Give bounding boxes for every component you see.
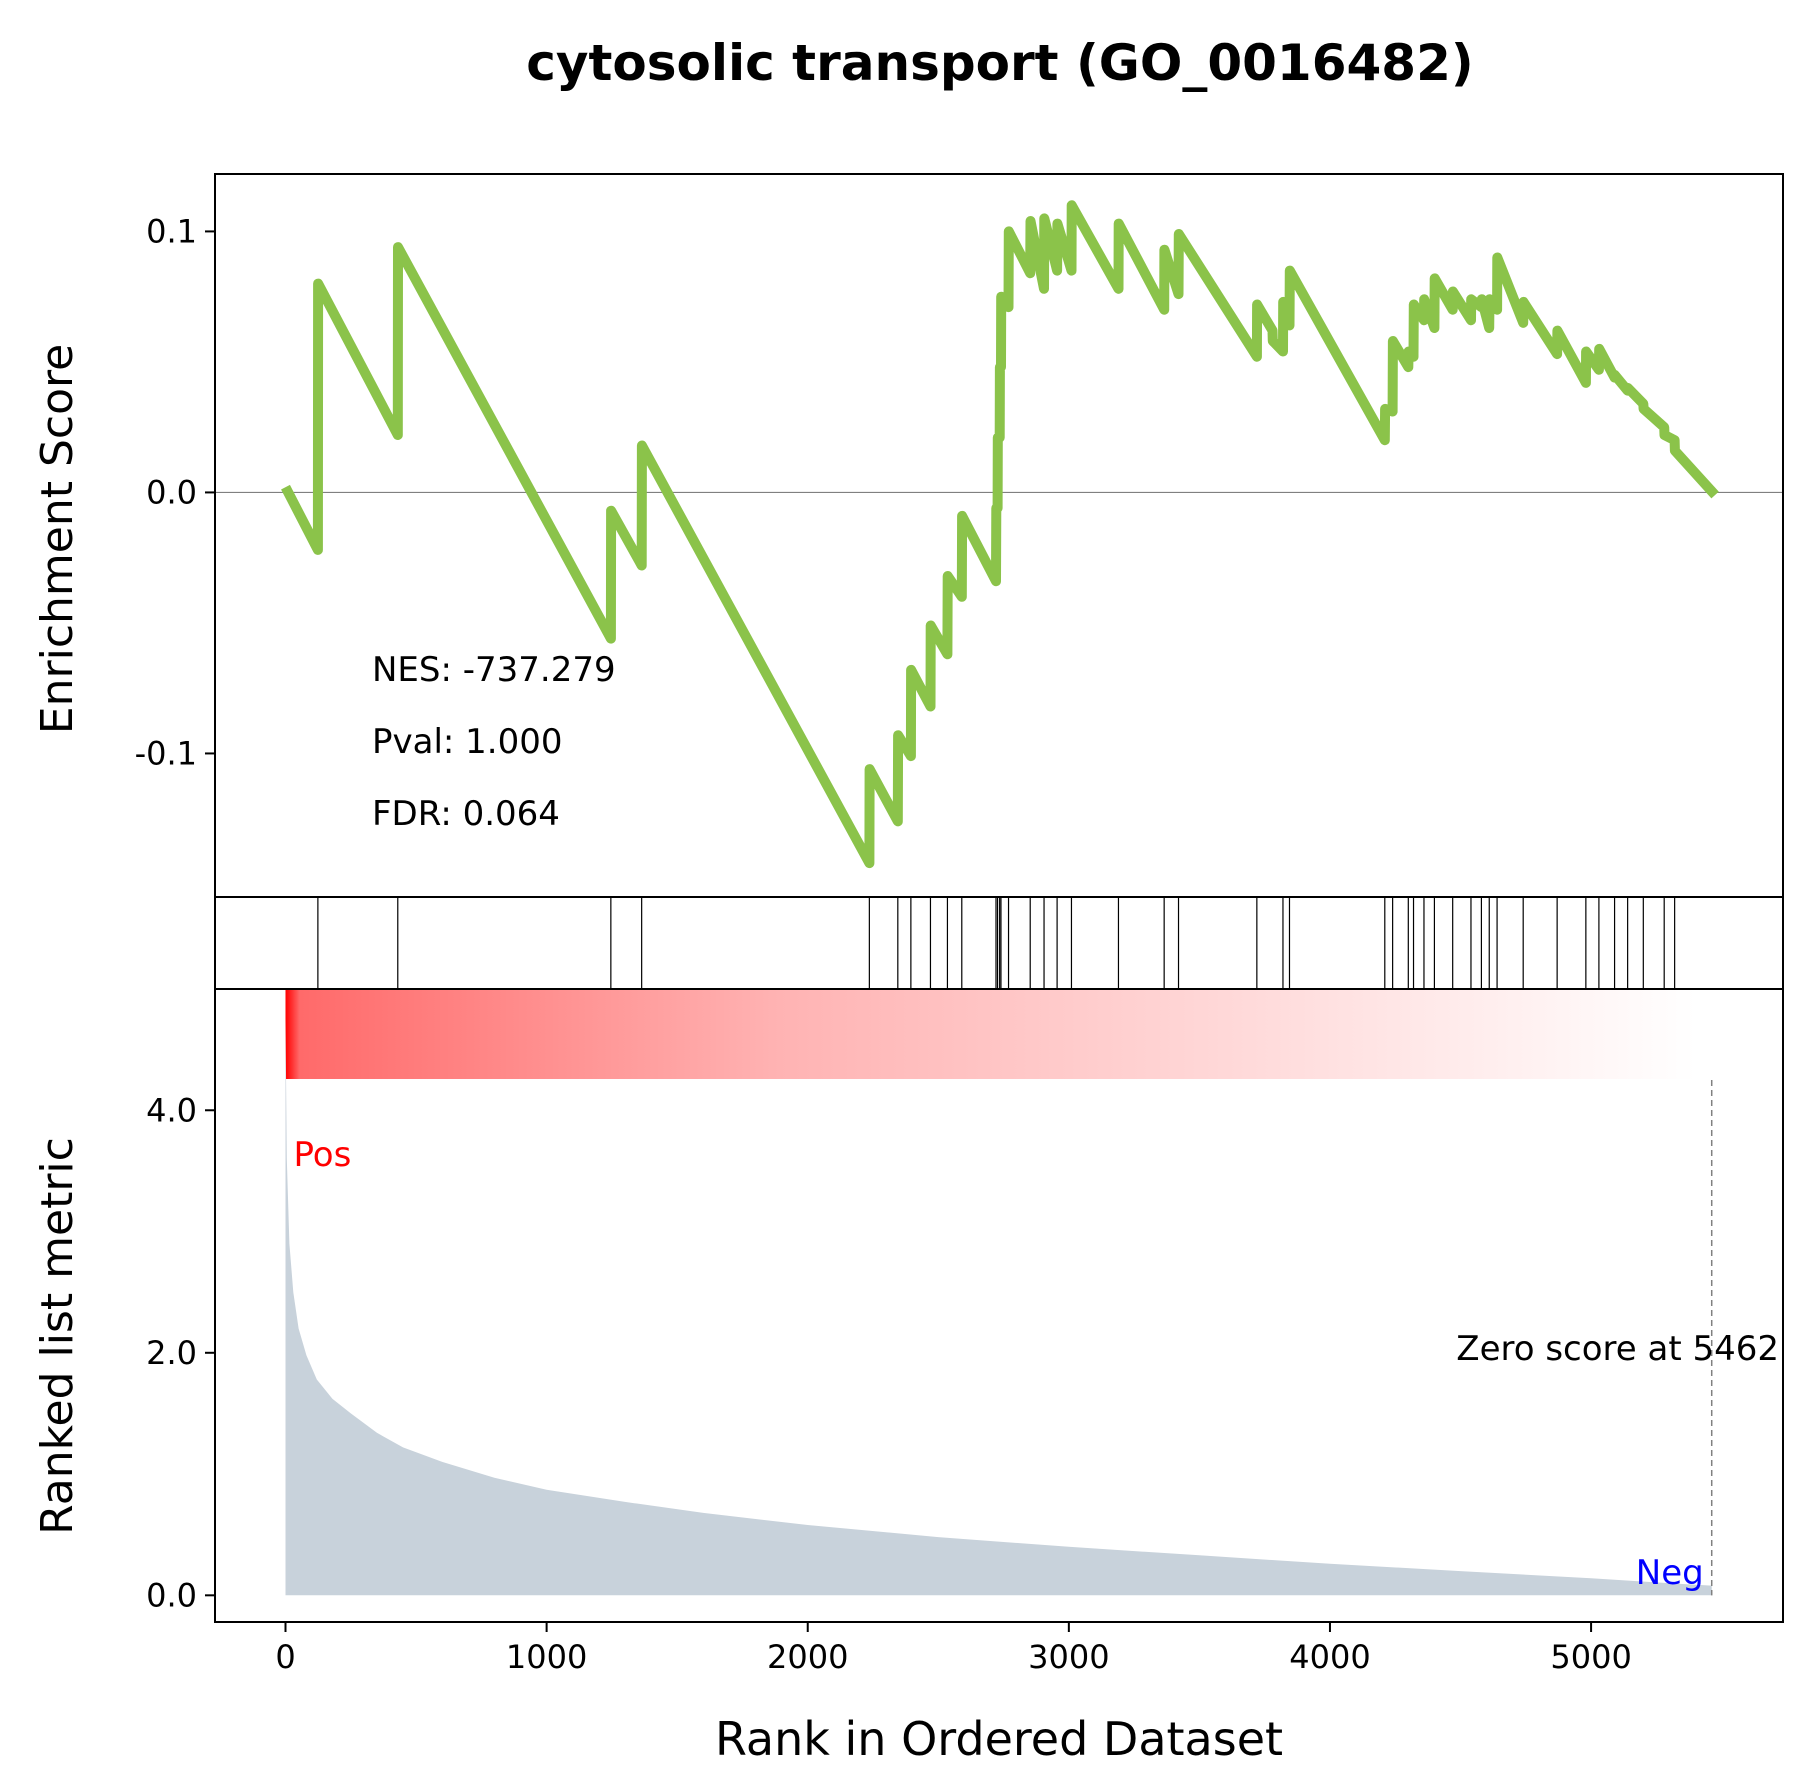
rank-y-ticks: 4.0 2.0 0.0 bbox=[146, 1091, 215, 1614]
rank-y-tick-label: 4.0 bbox=[146, 1091, 197, 1129]
enrichment-score-panel: 0.1 0.0 -0.1 NES: -737.279 Pval: 1.000 FDR… bbox=[32, 173, 1784, 898]
enrichment-score-line bbox=[281, 200, 1719, 869]
rank-y-tick-label: 2.0 bbox=[146, 1334, 197, 1372]
neg-label: Neg bbox=[1636, 1553, 1704, 1593]
x-tick-label: 3000 bbox=[1028, 1638, 1109, 1676]
nes-annotation: NES: -737.279 bbox=[372, 650, 616, 690]
pval-annotation: Pval: 1.000 bbox=[372, 722, 563, 762]
rank-panel-frame bbox=[214, 988, 1784, 1623]
es-y-tick-label: 0.0 bbox=[146, 473, 197, 511]
ranked-metric-area bbox=[285, 1019, 1712, 1596]
pos-label: Pos bbox=[294, 1135, 352, 1175]
x-tick-label: 5000 bbox=[1550, 1638, 1631, 1676]
es-y-axis-label: Enrichment Score bbox=[32, 344, 83, 734]
es-y-tick-label: 0.1 bbox=[146, 212, 197, 250]
x-tick-label: 0 bbox=[275, 1638, 295, 1676]
x-axis-label: Rank in Ordered Dataset bbox=[715, 1712, 1283, 1766]
ranked-metric-panel: Pos Neg Zero score at 5462 4.0 2.0 0.0 0 10… bbox=[32, 988, 1784, 1766]
x-tick-label: 1000 bbox=[506, 1638, 587, 1676]
chart-title: cytosolic transport (GO_0016482) bbox=[526, 34, 1473, 92]
x-tick-label: 2000 bbox=[767, 1638, 848, 1676]
hit-lines bbox=[317, 897, 1676, 989]
rank-y-axis-label: Ranked list metric bbox=[32, 1137, 83, 1535]
hit-marker-panel bbox=[214, 896, 1784, 990]
ranked-heatmap-bar bbox=[285, 990, 1696, 1079]
fdr-annotation: FDR: 0.064 bbox=[372, 794, 560, 834]
es-y-tick-label: -0.1 bbox=[135, 734, 197, 772]
x-tick-label: 4000 bbox=[1289, 1638, 1370, 1676]
rank-y-tick-label: 0.0 bbox=[146, 1576, 197, 1614]
es-y-ticks: 0.1 0.0 -0.1 bbox=[135, 212, 215, 772]
x-ticks: 0 1000 2000 3000 4000 5000 bbox=[275, 1622, 1632, 1676]
zero-score-label: Zero score at 5462 bbox=[1456, 1329, 1779, 1369]
